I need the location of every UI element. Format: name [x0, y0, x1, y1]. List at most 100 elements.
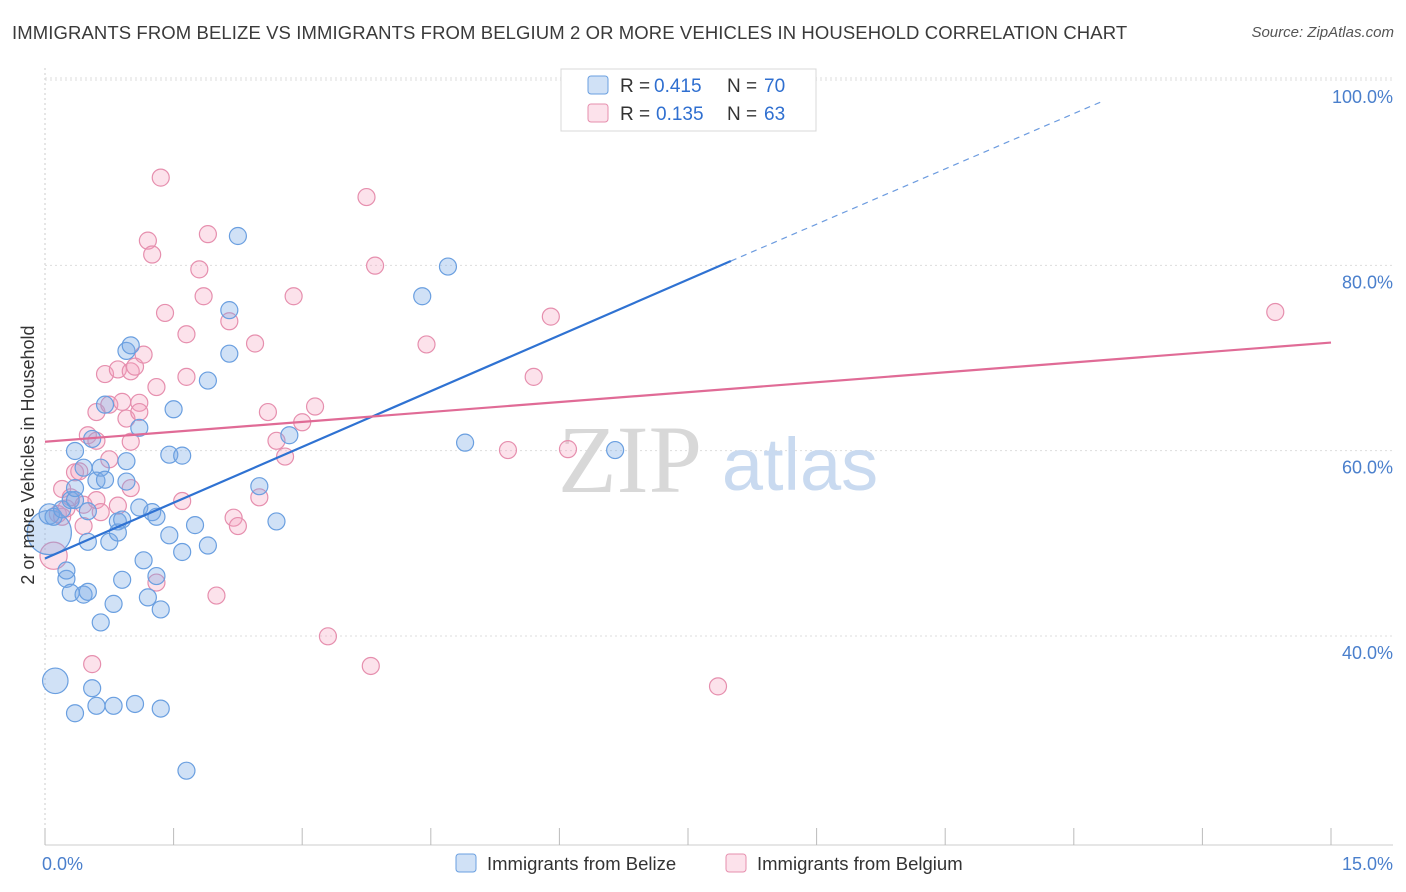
legend-n-label-belize: N =: [727, 76, 757, 97]
belize-point: [220, 344, 239, 363]
belize-point: [228, 226, 247, 246]
belgium-point: [177, 367, 196, 386]
belgium-point: [138, 231, 157, 250]
belgium-point: [305, 397, 325, 416]
belgium-point: [83, 655, 102, 674]
belize-point: [138, 588, 157, 607]
belgium-point: [245, 334, 265, 353]
axes: 40.0% 60.0% 80.0% 100.0% 0.0% 15.0%: [42, 68, 1393, 874]
belize-point: [606, 440, 625, 460]
belgium-point: [194, 287, 213, 306]
belize-point: [117, 472, 136, 491]
belgium-point: [121, 432, 140, 451]
belize-point: [280, 426, 299, 445]
belgium-point: [130, 393, 149, 412]
belize-point: [65, 704, 85, 723]
belgium-point: [357, 187, 376, 207]
legend-r-label-belize: R =: [620, 76, 650, 97]
belize-point: [78, 582, 97, 601]
legend-swatch-belgium: [587, 103, 609, 123]
legend-box: [560, 68, 817, 132]
belize-point: [173, 542, 192, 562]
belize-point: [125, 694, 145, 714]
belgium-point: [190, 260, 209, 279]
legend-n-label-belgium: N =: [727, 104, 757, 125]
bottom-legend-label-belgium: Immigrants from Belgium: [757, 853, 963, 874]
belize-point: [78, 502, 97, 521]
belize-point: [130, 418, 149, 437]
belize-point: [121, 336, 140, 355]
belize-point: [151, 600, 170, 619]
watermark-atlas: atlas: [722, 423, 878, 506]
belgium-point: [147, 573, 166, 592]
belgium-point: [558, 440, 578, 459]
belize-point: [91, 613, 110, 632]
legend-n-value-belgium: 63: [764, 104, 785, 125]
y-tick-label: 40.0%: [1342, 643, 1393, 663]
belgium-point: [361, 656, 380, 676]
belize-point: [438, 257, 458, 276]
belize-point: [91, 458, 110, 477]
belize-point: [198, 536, 217, 555]
bottom-legend-swatch-belize: [455, 853, 477, 873]
belgium-point: [177, 325, 196, 344]
belgium-point: [224, 508, 243, 527]
belize-point: [413, 287, 432, 306]
watermark-zip: ZIP: [558, 406, 702, 513]
belgium-point: [228, 516, 247, 536]
belgium-point: [417, 335, 436, 354]
belize-point: [65, 441, 85, 461]
belgium-point: [151, 168, 170, 187]
belgium-point: [130, 402, 149, 422]
belgium-point: [541, 307, 560, 326]
series-legend: Immigrants from Belize Immigrants from B…: [455, 853, 963, 874]
legend-r-value-belize: 0.415: [654, 76, 702, 97]
belize-point: [455, 433, 475, 452]
belgium-point: [113, 392, 132, 411]
belize-point: [198, 371, 217, 390]
belgium-point: [147, 377, 166, 397]
belgium-point: [708, 677, 728, 696]
belgium-point: [1266, 302, 1285, 322]
belgium-point: [155, 303, 175, 323]
belgium-point: [524, 367, 543, 386]
belize-trendline-extension: [730, 100, 1105, 262]
y-axis-label: 2 or more Vehicles in Household: [18, 325, 38, 584]
belgium-point: [198, 225, 217, 244]
belize-point: [104, 594, 123, 613]
belize-point: [87, 696, 106, 715]
belize-point: [173, 446, 192, 465]
belize-point: [95, 395, 115, 414]
bottom-legend-label-belize: Immigrants from Belize: [487, 853, 676, 874]
belize-point: [185, 516, 205, 535]
belize-point: [41, 667, 69, 695]
y-tick-label: 60.0%: [1342, 458, 1393, 478]
legend-n-value-belize: 70: [764, 76, 785, 97]
belgium-point: [91, 503, 110, 522]
belgium-point: [318, 627, 338, 646]
trend-lines: [44, 100, 1332, 560]
belize-point: [250, 477, 269, 496]
watermark: ZIP atlas: [558, 406, 878, 513]
belgium-point: [134, 345, 153, 364]
belize-point: [65, 478, 85, 498]
belize-point: [113, 570, 132, 589]
belize-point: [160, 445, 179, 464]
belgium-trendline: [44, 341, 1332, 443]
legend-swatch-belize: [587, 75, 609, 95]
y-tick-label: 80.0%: [1342, 272, 1393, 292]
belize-point: [164, 400, 183, 419]
belgium-point: [365, 256, 385, 275]
belize-point: [151, 699, 170, 718]
chart-title: IMMIGRANTS FROM BELIZE VS IMMIGRANTS FRO…: [12, 22, 1128, 43]
x-tick-label: 15.0%: [1342, 854, 1393, 874]
y-tick-label: 100.0%: [1332, 87, 1393, 107]
belgium-point: [207, 586, 226, 605]
belize-point: [104, 696, 123, 715]
belgium-point: [258, 402, 278, 422]
belgium-point: [284, 287, 303, 306]
stats-legend: R = 0.415 N = 70 R = 0.135 N = 63: [560, 68, 817, 132]
belgium-points: [39, 168, 1285, 696]
belize-points: [26, 226, 625, 780]
